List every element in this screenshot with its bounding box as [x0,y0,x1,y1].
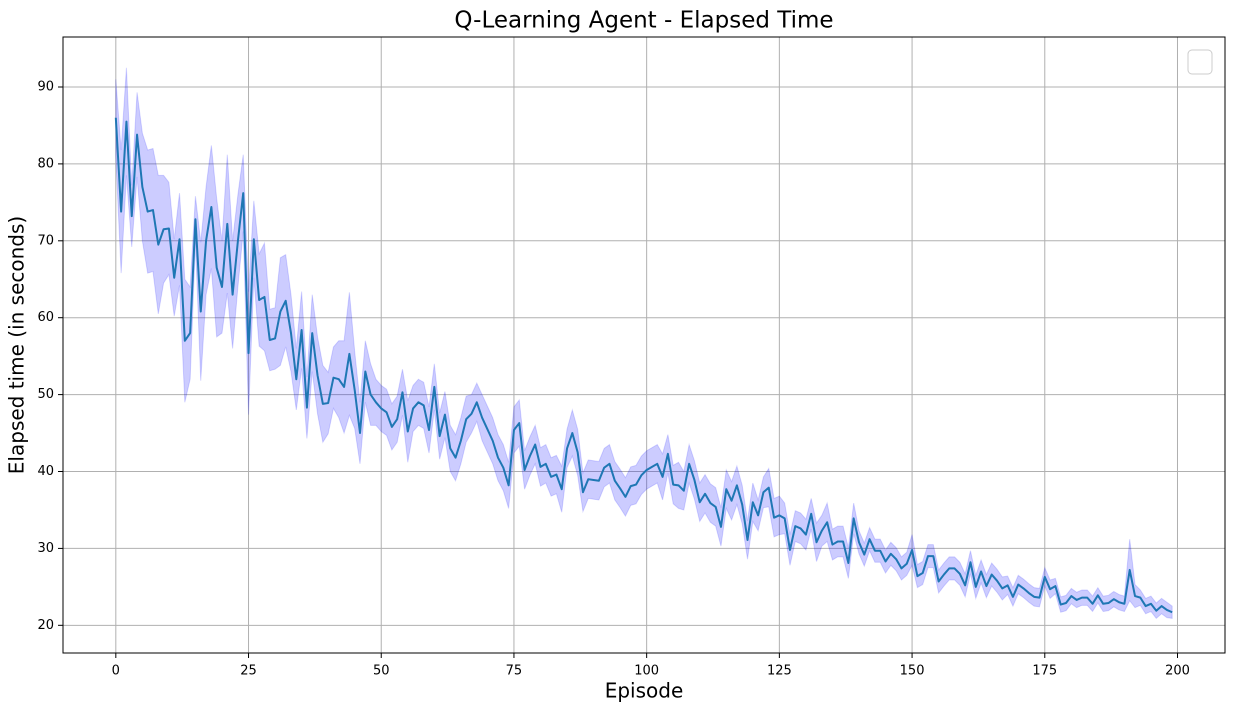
legend [1187,49,1213,75]
confidence-band [115,67,1173,620]
x-tick-label: 200 [1165,664,1190,679]
x-tick-label: 25 [240,664,257,679]
x-tick-label: 150 [900,664,925,679]
x-tick-label: 75 [506,664,523,679]
chart-title: Q-Learning Agent - Elapsed Time [454,8,833,34]
y-axis-label: Elapsed time (in seconds) [5,216,29,474]
line [114,117,1173,614]
x-tick-label: 100 [634,664,659,679]
x-tick-label: 175 [1032,664,1057,679]
y-tick-label: 30 [37,541,54,556]
y-tick-label: 40 [37,464,54,479]
plot-area: 20 30 40 50 60 70 80 90 0 25 50 75 100 125 150 175 200 [37,37,1225,679]
y-tick-label: 20 [37,618,54,633]
y-tick-label: 60 [37,310,54,325]
x-tick-label: 125 [767,664,792,679]
x-tick-label: 0 [112,664,120,679]
x-axis-label: Episode [605,679,684,703]
y-tick-label: 70 [37,233,54,248]
y-tick-label: 50 [37,387,54,402]
x-tick-label: 50 [373,664,390,679]
y-tick-label: 90 [37,79,54,94]
axes-frame [62,36,1226,654]
y-tick-label: 80 [37,156,54,171]
